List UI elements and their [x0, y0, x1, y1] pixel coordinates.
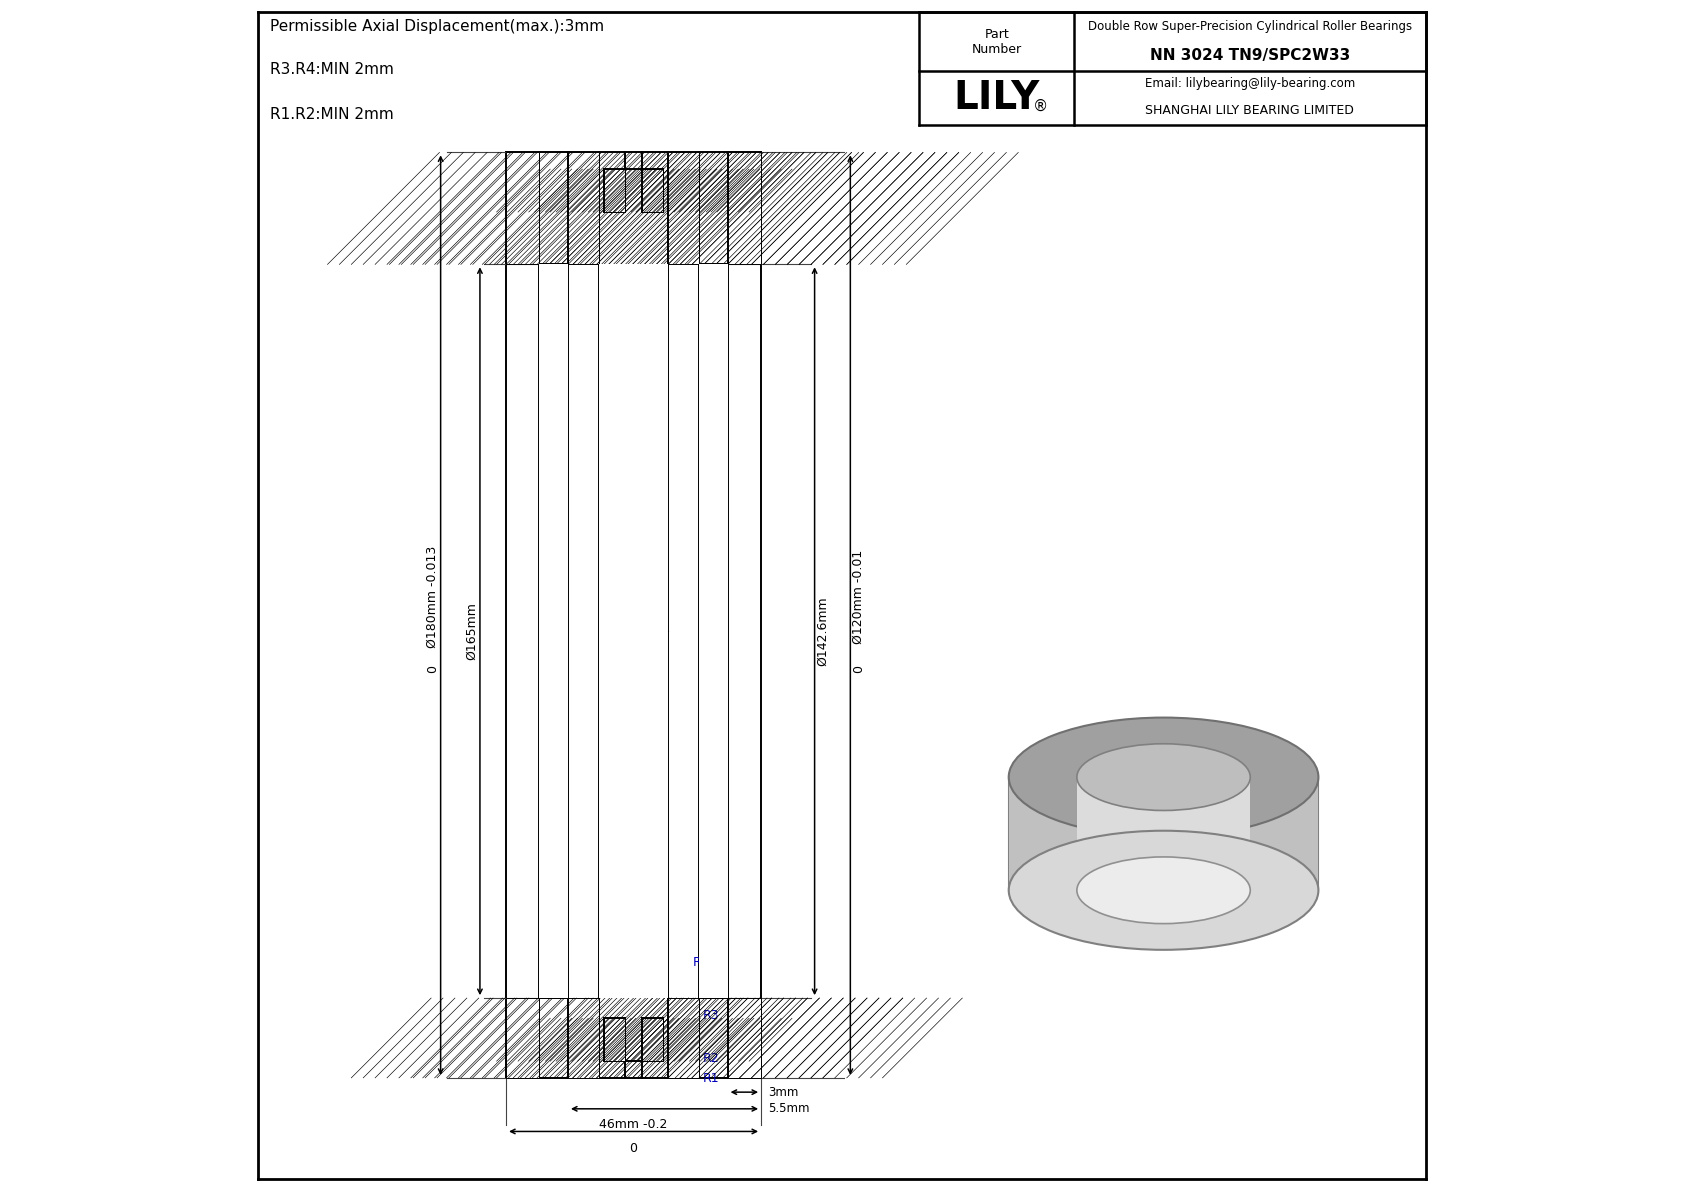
Ellipse shape — [1009, 831, 1319, 950]
Bar — [507, 152, 539, 264]
Text: 46mm -0.2: 46mm -0.2 — [600, 1118, 669, 1130]
Text: Ø142.6mm: Ø142.6mm — [817, 597, 830, 666]
Text: Ø165mm: Ø165mm — [465, 603, 478, 660]
Text: R4: R4 — [694, 956, 709, 969]
Bar — [507, 998, 539, 1078]
Text: 0: 0 — [426, 665, 440, 673]
Text: 0: 0 — [630, 1142, 638, 1155]
Bar — [699, 264, 727, 998]
Ellipse shape — [1076, 858, 1250, 924]
Ellipse shape — [1076, 743, 1250, 811]
Bar — [1076, 777, 1250, 891]
Text: Part
Number: Part Number — [972, 27, 1022, 56]
Text: R3.R4:MIN 2mm: R3.R4:MIN 2mm — [271, 62, 394, 77]
Bar — [669, 152, 699, 264]
Text: R1: R1 — [702, 1072, 719, 1085]
Bar — [568, 152, 600, 264]
Bar — [669, 998, 699, 1078]
Bar — [605, 169, 625, 212]
Text: Email: lilybearing@lily-bearing.com: Email: lilybearing@lily-bearing.com — [1145, 77, 1356, 91]
Text: R1.R2:MIN 2mm: R1.R2:MIN 2mm — [271, 107, 394, 123]
Text: ®: ® — [1032, 99, 1047, 114]
Text: Ø120mm -0.01: Ø120mm -0.01 — [852, 550, 866, 644]
Text: 3mm: 3mm — [768, 1086, 798, 1098]
Text: R2: R2 — [702, 1052, 719, 1065]
Bar — [568, 998, 600, 1078]
Text: NN 3024 TN9/SPC2W33: NN 3024 TN9/SPC2W33 — [1150, 49, 1351, 63]
Bar — [600, 264, 669, 998]
Text: 5.5mm: 5.5mm — [768, 1103, 810, 1115]
Text: Permissible Axial Displacement(max.):3mm: Permissible Axial Displacement(max.):3mm — [271, 19, 605, 35]
Text: R3: R3 — [702, 1009, 719, 1022]
Bar — [642, 169, 663, 212]
Text: 0: 0 — [852, 665, 866, 673]
Ellipse shape — [1009, 717, 1319, 837]
Bar — [605, 1018, 625, 1061]
Text: Double Row Super-Precision Cylindrical Roller Bearings: Double Row Super-Precision Cylindrical R… — [1088, 20, 1411, 32]
Text: Ø180mm -0.013: Ø180mm -0.013 — [426, 547, 440, 648]
Bar — [539, 264, 568, 998]
Bar — [727, 998, 761, 1078]
Text: SHANGHAI LILY BEARING LIMITED: SHANGHAI LILY BEARING LIMITED — [1145, 104, 1354, 117]
Bar — [642, 1018, 663, 1061]
Text: LILY: LILY — [953, 80, 1041, 117]
Bar — [727, 152, 761, 264]
Bar — [1009, 777, 1319, 891]
